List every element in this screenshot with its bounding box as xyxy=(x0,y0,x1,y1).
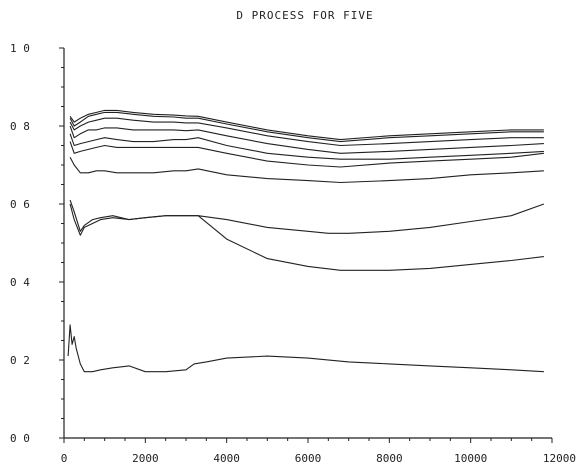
series-line-3 xyxy=(69,117,544,147)
x-tick-label: 4000 xyxy=(213,452,240,465)
x-tick-label: 6000 xyxy=(295,452,322,465)
series-line-2 xyxy=(69,111,544,143)
series-line-8 xyxy=(69,199,545,234)
x-tick-label: 0 xyxy=(61,452,68,465)
y-tick-label: 0 4 xyxy=(10,276,30,289)
x-tick-label: 10000 xyxy=(454,452,487,465)
series-line-5 xyxy=(69,133,544,160)
y-ticks: 0 0 0 2 0 4 0 6 0 8 1 0 xyxy=(10,42,64,445)
series-line-4 xyxy=(69,125,544,154)
x-tick-label: 12000 xyxy=(543,452,576,465)
series-line-7 xyxy=(69,156,544,184)
y-tick-label: 0 0 xyxy=(10,432,30,445)
series-line-6 xyxy=(69,141,544,168)
x-tick-label: 8000 xyxy=(376,452,403,465)
y-tick-label: 1 0 xyxy=(10,42,30,55)
axes xyxy=(63,48,552,439)
series-group xyxy=(67,109,545,373)
series-line-10 xyxy=(67,324,544,373)
series-line-1 xyxy=(69,109,544,141)
x-ticks: 0 2000 4000 6000 8000 10000 12000 xyxy=(61,438,576,465)
x-tick-label: 2000 xyxy=(132,452,159,465)
y-tick-label: 0 2 xyxy=(10,354,30,367)
y-tick-label: 0 6 xyxy=(10,198,30,211)
y-tick-label: 0 8 xyxy=(10,120,30,133)
chart-title: D PROCESS FOR FIVE xyxy=(236,9,373,22)
series-line-9 xyxy=(69,203,544,271)
